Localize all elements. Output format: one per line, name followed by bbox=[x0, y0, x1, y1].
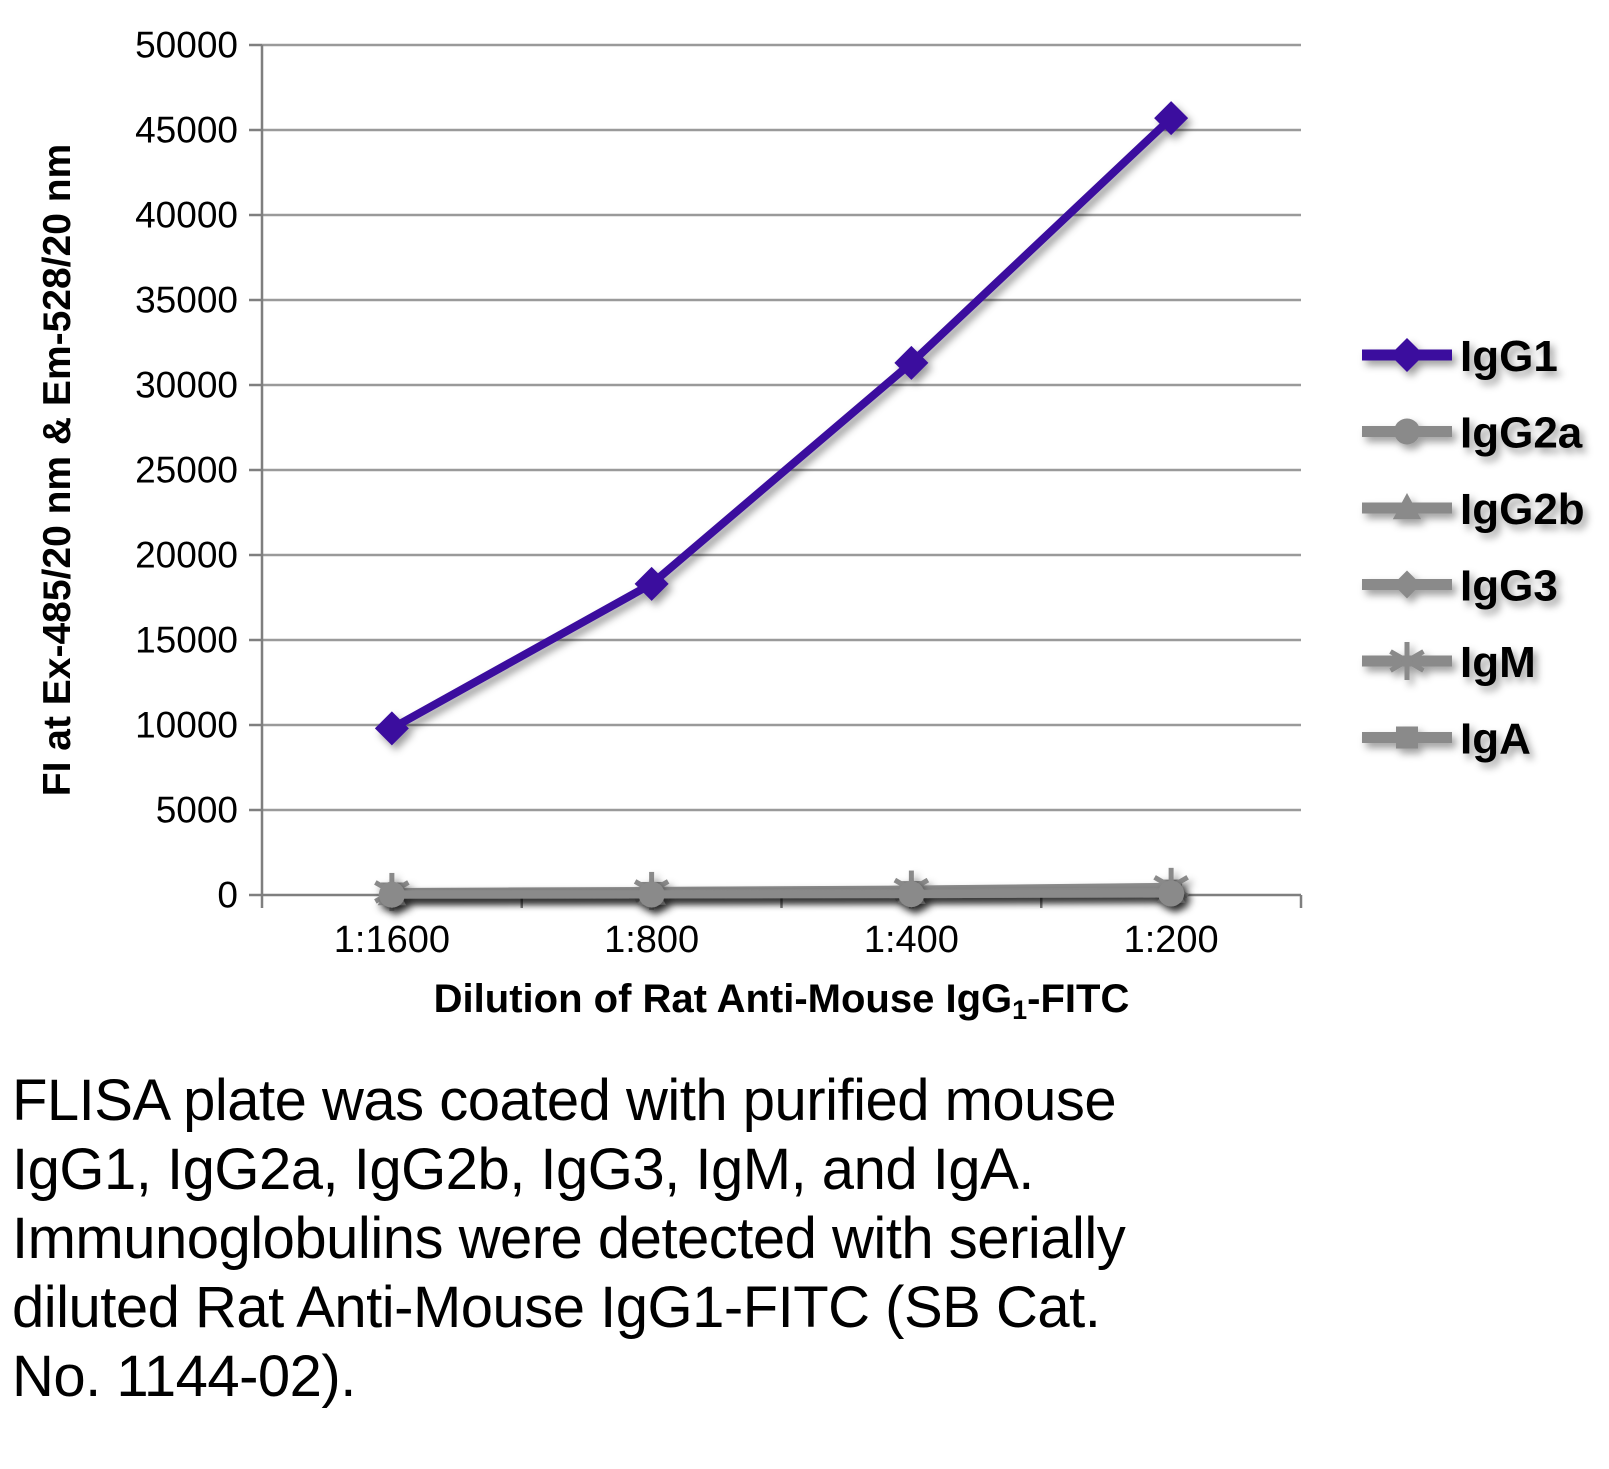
series-marker-diamond bbox=[374, 711, 409, 746]
y-tick-label: 15000 bbox=[135, 620, 238, 661]
legend-item-IgG2b: IgG2b bbox=[1362, 485, 1585, 534]
caption-line: No. 1144-02). bbox=[12, 1344, 356, 1409]
legend-item-IgA: IgA bbox=[1362, 715, 1531, 764]
series-marker-circle bbox=[1394, 418, 1420, 445]
y-tick-label: 25000 bbox=[135, 450, 238, 491]
y-tick-label: 35000 bbox=[135, 280, 238, 321]
series-line-IgG2a bbox=[387, 889, 1176, 899]
legend-label: IgG1 bbox=[1460, 332, 1558, 381]
x-tick-label: 1:1600 bbox=[334, 919, 450, 961]
series-marker-diamond bbox=[1390, 338, 1424, 372]
caption-line: FLISA plate was coated with purified mou… bbox=[12, 1068, 1117, 1133]
legend: IgG1 IgG2a IgG2b IgG3 IgM IgA bbox=[1362, 332, 1585, 764]
series-marker-circle bbox=[1158, 880, 1185, 907]
caption-line: diluted Rat Anti-Mouse IgG1-FITC (SB Cat… bbox=[12, 1275, 1101, 1340]
legend-item-IgM: IgM bbox=[1362, 638, 1536, 687]
legend-label: IgA bbox=[1460, 715, 1531, 764]
y-tick-label: 0 bbox=[217, 875, 238, 916]
legend-label: IgG2b bbox=[1460, 485, 1585, 534]
legend-label: IgG2a bbox=[1460, 409, 1583, 458]
series-marker-diamond bbox=[894, 345, 929, 380]
chart-svg: 0 5000 10000 15000 20000 25000 30000 35000 40000… bbox=[36, 25, 1585, 1026]
series-marker-circle bbox=[378, 881, 405, 908]
series-marker-circle bbox=[638, 881, 665, 908]
series-IgG1 bbox=[374, 101, 1189, 746]
y-axis-title: FI at Ex-485/20 nm & Em-528/20 nm bbox=[36, 144, 79, 796]
legend-item-IgG1: IgG1 bbox=[1362, 332, 1558, 381]
caption-line: IgG1, IgG2a, IgG2b, IgG3, IgM, and IgA. bbox=[12, 1137, 1034, 1202]
series-marker-circle bbox=[898, 881, 925, 908]
series-marker-diamond bbox=[1393, 570, 1421, 599]
x-tick-label: 1:800 bbox=[604, 919, 699, 961]
y-tick-label: 30000 bbox=[135, 365, 238, 406]
series-marker-diamond bbox=[634, 566, 669, 601]
series-marker-square bbox=[1396, 726, 1418, 749]
series-marker-triangle bbox=[1392, 493, 1422, 520]
line-chart: 0 5000 10000 15000 20000 25000 30000 35000 40000… bbox=[36, 25, 1585, 1026]
figure-caption: FLISA plate was coated with purified mou… bbox=[12, 1066, 1572, 1411]
legend-item-IgG3: IgG3 bbox=[1362, 562, 1558, 611]
y-tick-label: 40000 bbox=[135, 195, 238, 236]
y-tick-label: 45000 bbox=[135, 110, 238, 151]
x-tick-label: 1:200 bbox=[1124, 919, 1219, 961]
y-tick-label: 10000 bbox=[135, 705, 238, 746]
y-tick-label: 50000 bbox=[135, 25, 238, 66]
legend-item-IgG2a: IgG2a bbox=[1362, 409, 1583, 458]
x-tick-label: 1:400 bbox=[864, 919, 959, 961]
x-axis-title: Dilution of Rat Anti-Mouse IgG1-FITC bbox=[434, 977, 1130, 1025]
caption-line: Immunoglobulins were detected with seria… bbox=[12, 1206, 1126, 1271]
y-tick-label: 20000 bbox=[135, 535, 238, 576]
series-marker-asterisk bbox=[1389, 649, 1425, 673]
series-marker-diamond bbox=[1154, 101, 1189, 136]
legend-label: IgG3 bbox=[1460, 562, 1558, 611]
legend-label: IgM bbox=[1460, 638, 1536, 687]
series-IgG2a bbox=[378, 880, 1185, 908]
series-line-IgG1 bbox=[387, 114, 1176, 733]
y-tick-label: 5000 bbox=[156, 790, 238, 831]
